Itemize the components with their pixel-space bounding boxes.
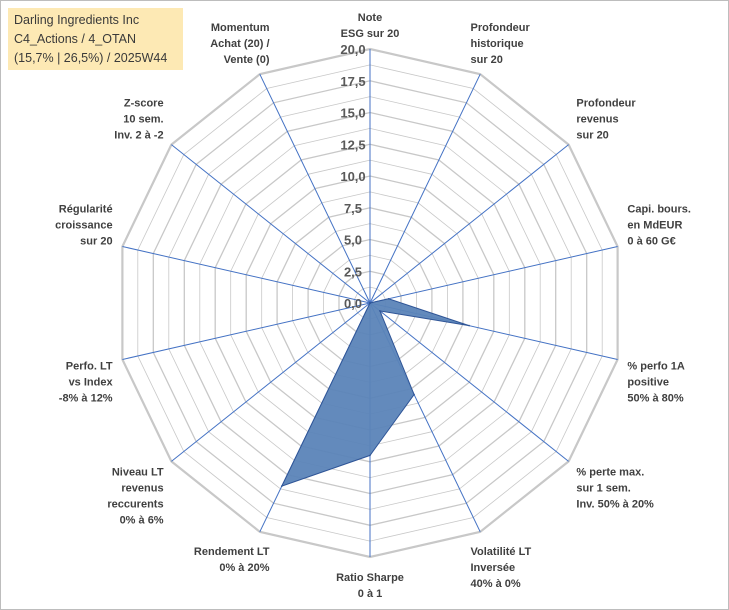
tick-label: 15,0: [340, 106, 365, 121]
axis-label-line: Capi. bours.: [627, 203, 691, 215]
tick-label: 20,0: [340, 42, 365, 57]
axis-label-line: Note: [358, 12, 382, 24]
axis-label-6: % perte max. sur 1 sem. Inv. 50% à 20%: [576, 467, 654, 511]
tick-label: 12,5: [340, 137, 365, 152]
axis-label-line: vs Index: [69, 377, 114, 389]
axis-label-line: -8% à 12%: [59, 393, 113, 405]
axis-label-9: Rendement LT 0% à 20%: [194, 546, 270, 574]
axis-label-line: 0% à 6%: [120, 515, 164, 527]
axis-label-line: Vente (0): [224, 54, 270, 66]
axis-label-line: croissance: [55, 219, 112, 231]
axis-label-line: Inv. 50% à 20%: [576, 499, 654, 511]
axis-label-line: Inversée: [471, 562, 516, 574]
axis-label-8: Ratio Sharpe 0 à 1: [336, 572, 404, 600]
axis-label-line: sur 1 sem.: [576, 483, 630, 495]
axis-label-7: Volatilité LT Inversée 40% à 0%: [471, 546, 532, 590]
company-name: Darling Ingredients Inc: [14, 11, 177, 30]
axis-label-3: Profondeur revenus sur 20: [576, 97, 636, 141]
series-point-8: [369, 455, 371, 457]
axis-label-line: historique: [471, 38, 524, 50]
tick-label: 17,5: [340, 74, 365, 89]
portfolio-code: C4_Actions / 4_OTAN: [14, 30, 177, 49]
axis-label-line: 0 à 1: [358, 588, 382, 600]
axis-label-line: sur 20: [471, 54, 503, 66]
axis-label-line: Momentum: [211, 22, 270, 34]
axis-label-line: 10 sem.: [123, 113, 163, 125]
tick-label: 5,0: [344, 233, 362, 248]
radar-series: [281, 298, 470, 487]
spoke-2: [370, 74, 480, 303]
tick-label: 7,5: [344, 201, 362, 216]
axis-label-line: 40% à 0%: [471, 578, 521, 590]
axis-label-line: Achat (20) /: [210, 38, 269, 50]
axis-label-line: en MdEUR: [627, 219, 682, 231]
axis-label-line: Profondeur: [471, 22, 531, 34]
axis-label-line: Perfo. LT: [66, 361, 113, 373]
axis-label-line: Z-score: [124, 97, 164, 109]
axis-label-line: reccurents: [107, 499, 163, 511]
axis-label-line: Inv. 2 à -2: [114, 129, 163, 141]
axis-label-line: % perte max.: [576, 467, 644, 479]
axis-label-line: revenus: [121, 483, 163, 495]
axis-label-12: Régularité croissance sur 20: [55, 203, 112, 247]
axis-label-line: % perfo 1A: [627, 361, 685, 373]
tick-label: 2,5: [344, 264, 362, 279]
axis-label-5: % perfo 1A positive 50% à 80%: [627, 361, 685, 405]
series-point-14: [369, 302, 371, 304]
series-point-9: [281, 485, 283, 487]
performance-week: (15,7% | 26,5%) / 2025W44: [14, 49, 177, 68]
axis-label-2: Profondeur historique sur 20: [471, 22, 531, 66]
axis-label-line: Régularité: [59, 203, 113, 215]
axis-label-line: Profondeur: [576, 97, 636, 109]
axis-label-line: revenus: [576, 113, 618, 125]
series-point-4: [388, 298, 390, 300]
axis-label-line: 0 à 60 G€: [627, 235, 675, 247]
axis-label-13: Z-score 10 sem. Inv. 2 à -2: [114, 97, 163, 141]
axis-label-line: 50% à 80%: [627, 393, 683, 405]
radar-chart: 0,0 2,5 5,0 7,5 10,0 12,5 15,0 17,5 20,0 Note ESG…: [0, 0, 729, 610]
axis-label-line: Volatilité LT: [471, 546, 532, 558]
title-box: Darling Ingredients Inc C4_Actions / 4_O…: [8, 8, 183, 70]
axis-label-10: Niveau LT revenus reccurents 0% à 6%: [107, 467, 164, 527]
axis-label-11: Perfo. LT vs Index -8% à 12%: [59, 361, 114, 405]
series-point-7: [413, 394, 415, 396]
axis-label-4: Capi. bours. en MdEUR 0 à 60 G€: [627, 203, 691, 247]
axis-label-14: Momentum Achat (20) / Vente (0): [210, 22, 270, 66]
axis-label-line: Niveau LT: [112, 467, 164, 479]
axis-label-line: Ratio Sharpe: [336, 572, 404, 584]
spoke-3: [370, 145, 569, 303]
series-area-1: [282, 299, 469, 486]
radial-tick-labels: 0,0 2,5 5,0 7,5 10,0 12,5 15,0 17,5 20,0: [340, 42, 365, 311]
axis-label-line: Rendement LT: [194, 546, 270, 558]
series-point-6: [379, 310, 381, 312]
axis-label-line: 0% à 20%: [219, 562, 269, 574]
axis-label-line: positive: [627, 377, 669, 389]
series-point-5: [468, 325, 470, 327]
tick-label: 10,0: [340, 169, 365, 184]
axis-label-line: sur 20: [80, 235, 112, 247]
tick-label: 0,0: [344, 296, 362, 311]
axis-label-line: ESG sur 20: [341, 28, 400, 40]
axis-label-1: Note ESG sur 20: [341, 12, 400, 40]
axis-label-line: sur 20: [576, 129, 608, 141]
